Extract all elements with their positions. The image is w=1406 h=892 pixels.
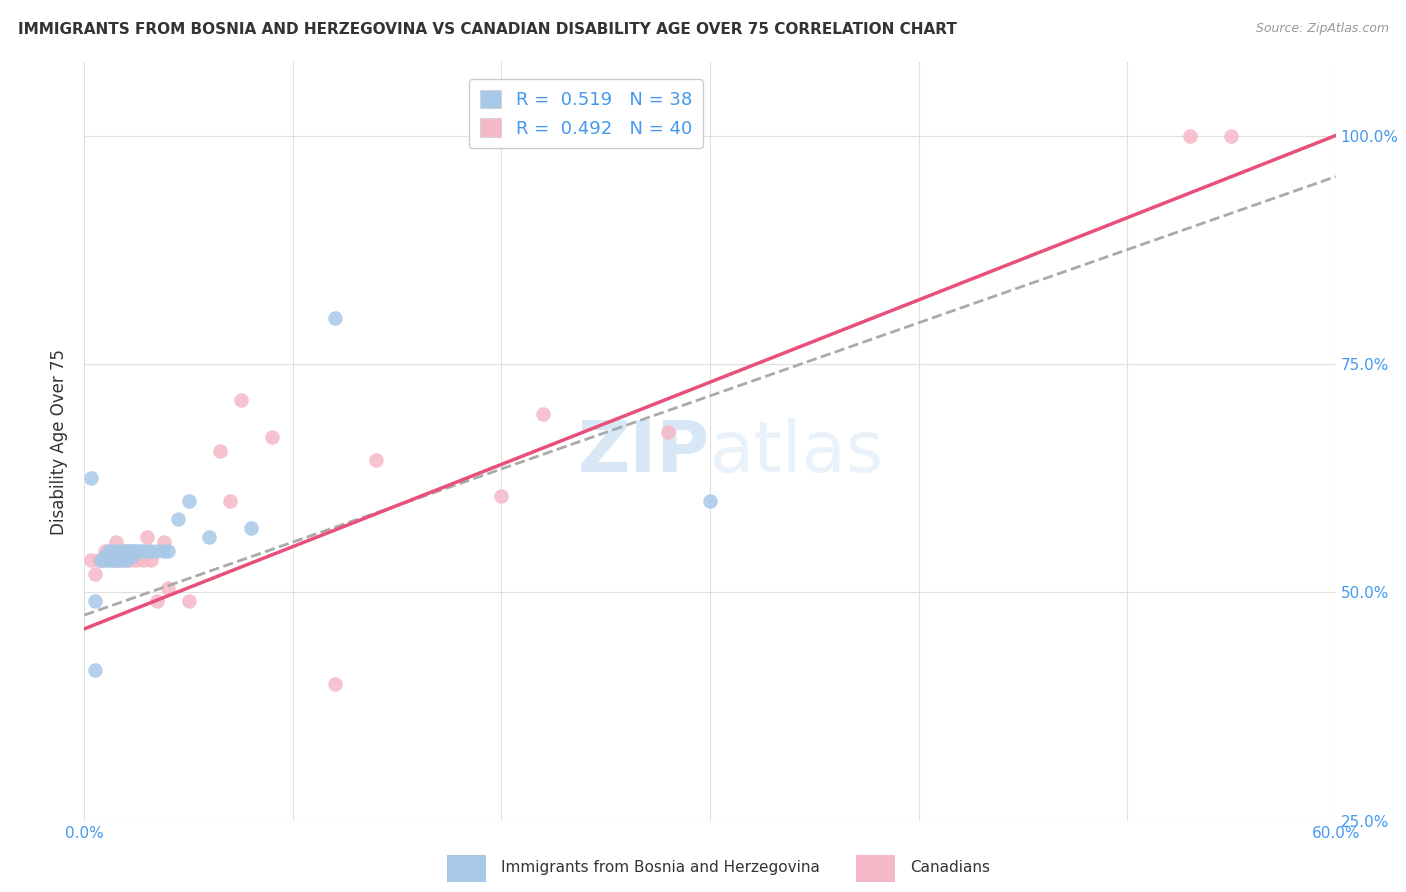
Point (1178, 128, 1201, 143)
Point (323, 311, 346, 326)
Point (117, 544, 139, 558)
Point (98, 544, 121, 558)
Point (132, 544, 155, 558)
Point (152, 535, 174, 549)
Point (139, 553, 162, 567)
Point (491, 489, 513, 503)
Point (156, 544, 179, 558)
Point (125, 553, 148, 567)
Point (90, 553, 112, 567)
Point (139, 544, 162, 558)
Point (177, 494, 200, 508)
Point (79, 553, 101, 567)
Point (115, 544, 138, 558)
Point (90, 553, 112, 567)
Point (208, 443, 231, 458)
Point (117, 553, 139, 567)
Point (108, 553, 131, 567)
Point (146, 544, 169, 558)
Point (103, 553, 125, 567)
FancyBboxPatch shape (447, 855, 486, 882)
Point (91, 553, 114, 567)
Point (167, 512, 190, 526)
Point (262, 430, 284, 444)
Point (83, 566, 105, 581)
Point (107, 553, 129, 567)
Point (96, 553, 118, 567)
Point (111, 549, 134, 563)
Point (115, 553, 138, 567)
Point (104, 544, 127, 558)
Point (531, 407, 554, 421)
Point (136, 544, 159, 558)
Point (112, 553, 135, 567)
Point (87, 553, 110, 567)
Point (96, 549, 118, 563)
Point (323, 676, 346, 690)
Point (100, 549, 122, 563)
Point (91, 553, 114, 567)
Point (79, 471, 101, 485)
Point (111, 549, 134, 563)
Text: IMMIGRANTS FROM BOSNIA AND HERZEGOVINA VS CANADIAN DISABILITY AGE OVER 75 CORREL: IMMIGRANTS FROM BOSNIA AND HERZEGOVINA V… (18, 22, 957, 37)
Point (699, 494, 721, 508)
Point (98, 549, 121, 563)
Text: Canadians: Canadians (910, 860, 990, 875)
Point (83, 663, 105, 677)
Point (104, 535, 127, 549)
Point (657, 425, 679, 440)
Point (120, 553, 142, 567)
Point (146, 594, 169, 608)
Point (240, 521, 263, 535)
Text: atlas: atlas (710, 418, 884, 487)
Point (94, 544, 117, 558)
Point (108, 544, 131, 558)
Point (1220, 128, 1243, 143)
Point (128, 544, 150, 558)
Point (152, 544, 174, 558)
Point (112, 549, 135, 563)
Legend: R =  0.519   N = 38, R =  0.492   N = 40: R = 0.519 N = 38, R = 0.492 N = 40 (468, 79, 703, 148)
Point (94, 549, 117, 563)
Point (112, 544, 135, 558)
Point (125, 544, 148, 558)
Point (136, 531, 159, 545)
Point (120, 544, 142, 558)
Point (198, 531, 221, 545)
Point (124, 544, 146, 558)
Text: Immigrants from Bosnia and Herzegovina: Immigrants from Bosnia and Herzegovina (501, 860, 820, 875)
Point (83, 594, 105, 608)
Point (229, 393, 252, 408)
Point (156, 581, 179, 595)
Point (103, 553, 125, 567)
Point (115, 549, 138, 563)
Point (121, 549, 143, 563)
Point (121, 544, 143, 558)
Point (132, 553, 155, 567)
Point (177, 594, 200, 608)
Point (366, 452, 388, 467)
Point (100, 553, 122, 567)
Point (107, 553, 129, 567)
FancyBboxPatch shape (855, 855, 896, 882)
Y-axis label: Disability Age Over 75: Disability Age Over 75 (51, 349, 69, 534)
Point (108, 544, 131, 558)
Point (104, 549, 127, 563)
Text: ZIP: ZIP (578, 418, 710, 487)
Point (219, 494, 242, 508)
Text: Source: ZipAtlas.com: Source: ZipAtlas.com (1256, 22, 1389, 36)
